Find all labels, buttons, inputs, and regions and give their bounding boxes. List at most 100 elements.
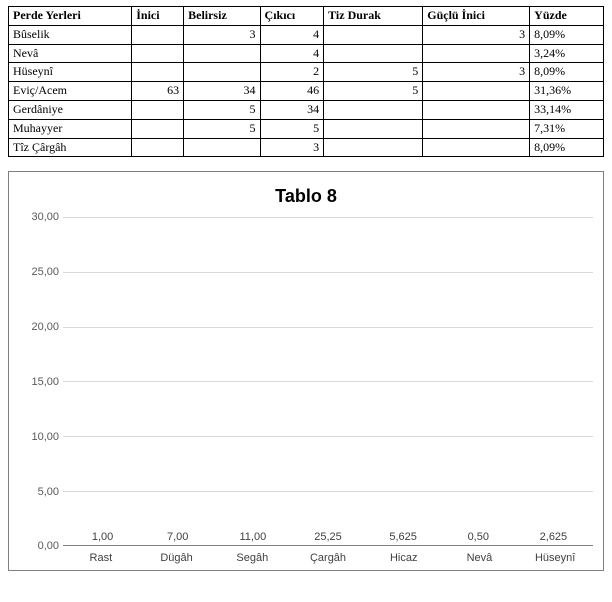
col-header: Çıkıcı <box>260 7 324 26</box>
table-cell: 46 <box>260 82 324 101</box>
table-cell: 3 <box>423 63 530 82</box>
table-cell: Hüseynî <box>9 63 132 82</box>
bar-value-label: 2,625 <box>540 531 568 543</box>
y-tick-label: 5,00 <box>38 486 59 498</box>
bar-value-label: 11,00 <box>239 531 266 543</box>
table-cell: 33,14% <box>530 100 604 119</box>
x-tick-label: Nevâ <box>442 552 518 564</box>
table-cell: 3 <box>260 138 324 157</box>
bar-value-label: 0,50 <box>468 531 489 543</box>
table-cell <box>324 138 423 157</box>
table-cell: 2 <box>260 63 324 82</box>
table-cell: 5 <box>324 82 423 101</box>
table-cell: 8,09% <box>530 138 604 157</box>
table-body: Bûselik3438,09%Nevâ43,24%Hüseynî2538,09%… <box>9 25 604 157</box>
x-tick-label: Dügâh <box>139 552 215 564</box>
table-cell <box>423 100 530 119</box>
y-tick-label: 25,00 <box>31 266 59 278</box>
table-row: Nevâ 4 3,24% <box>9 44 604 63</box>
table-row: Gerdâniye 534 33,14% <box>9 100 604 119</box>
x-axis: RastDügâhSegâhÇargâhHicazNevâHüseynî <box>63 546 593 564</box>
table-cell: 3 <box>423 25 530 44</box>
table-cell: 34 <box>184 82 260 101</box>
table-cell: 5 <box>260 119 324 138</box>
bar-slot: 1,00 <box>65 531 140 545</box>
table-cell: 3 <box>184 25 260 44</box>
y-tick-label: 20,00 <box>31 321 59 333</box>
table-cell: 34 <box>260 100 324 119</box>
x-tick-label: Çargâh <box>290 552 366 564</box>
y-tick-label: 10,00 <box>31 431 59 443</box>
table-cell <box>324 100 423 119</box>
table-cell: 63 <box>132 82 184 101</box>
table-cell: 5 <box>184 119 260 138</box>
bar-value-label: 1,00 <box>92 531 113 543</box>
bar-slot: 2,625 <box>516 531 591 545</box>
bar-value-label: 7,00 <box>167 531 188 543</box>
table-cell: Muhayyer <box>9 119 132 138</box>
table-cell: Tîz Çârgâh <box>9 138 132 157</box>
x-tick-label: Rast <box>63 552 139 564</box>
table-row: Eviç/Acem6334465 31,36% <box>9 82 604 101</box>
table-cell <box>324 119 423 138</box>
col-header: İnici <box>132 7 184 26</box>
table-head: Perde Yerleri İnici Belirsiz Çıkıcı Tiz … <box>9 7 604 26</box>
table-cell <box>184 138 260 157</box>
table-cell <box>423 138 530 157</box>
bar-value-label: 25,25 <box>314 531 342 543</box>
plot-row: 0,005,0010,0015,0020,0025,0030,00 1,007,… <box>19 217 593 546</box>
chart-card: Tablo 8 0,00 5,00 10,00 15,00 20,00 25,00 30,0… <box>8 171 604 571</box>
table-cell: Nevâ <box>9 44 132 63</box>
y-tick-label: 15,00 <box>31 376 59 388</box>
table-cell <box>132 25 184 44</box>
x-tick-label: Hicaz <box>366 552 442 564</box>
bar-slot: 0,50 <box>441 531 516 545</box>
bar-slot: 5,625 <box>366 531 441 545</box>
table-cell: 31,36% <box>530 82 604 101</box>
table-cell <box>132 44 184 63</box>
col-header: Perde Yerleri <box>9 7 132 26</box>
bar-slot: 7,00 <box>140 531 215 545</box>
table-cell: 5 <box>324 63 423 82</box>
table-cell: 7,31% <box>530 119 604 138</box>
table-cell <box>184 44 260 63</box>
table-cell: Gerdâniye <box>9 100 132 119</box>
table-row: Tîz Çârgâh 3 8,09% <box>9 138 604 157</box>
chart-title: Tablo 8 <box>19 186 593 207</box>
table-cell <box>132 63 184 82</box>
col-header: Güçlü İnici <box>423 7 530 26</box>
y-tick-label: 30,00 <box>31 211 59 223</box>
table-cell <box>423 82 530 101</box>
table-cell: 4 <box>260 25 324 44</box>
table-cell <box>132 138 184 157</box>
col-header: Belirsiz <box>184 7 260 26</box>
col-header: Yüzde <box>530 7 604 26</box>
table-row: Bûselik3438,09% <box>9 25 604 44</box>
table-cell <box>423 119 530 138</box>
table-cell <box>132 100 184 119</box>
table-cell: 3,24% <box>530 44 604 63</box>
table-cell: 5 <box>184 100 260 119</box>
table-cell <box>423 44 530 63</box>
table-cell: Eviç/Acem <box>9 82 132 101</box>
y-tick-label: 0,00 <box>38 540 59 552</box>
table-cell <box>184 63 260 82</box>
data-table: Perde Yerleri İnici Belirsiz Çıkıcı Tiz … <box>8 6 604 157</box>
table-cell: 8,09% <box>530 63 604 82</box>
bars-container: 1,00 7,00 11,00 25,25 5,625 0,50 2,625 <box>63 217 593 545</box>
bar-value-label: 5,625 <box>389 531 417 543</box>
bar-slot: 25,25 <box>290 531 365 545</box>
table-cell <box>324 25 423 44</box>
col-header: Tiz Durak <box>324 7 423 26</box>
bar-slot: 11,00 <box>215 531 290 545</box>
table-cell: 8,09% <box>530 25 604 44</box>
table-cell <box>132 119 184 138</box>
table-cell: 4 <box>260 44 324 63</box>
chart-body: 0,005,0010,0015,0020,0025,0030,00 1,007,… <box>19 217 593 564</box>
y-axis: 0,005,0010,0015,0020,0025,0030,00 <box>19 217 63 546</box>
x-tick-label: Hüseynî <box>517 552 593 564</box>
x-tick-label: Segâh <box>214 552 290 564</box>
table-row: Muhayyer 55 7,31% <box>9 119 604 138</box>
table-header-row: Perde Yerleri İnici Belirsiz Çıkıcı Tiz … <box>9 7 604 26</box>
plot-area: 1,00 7,00 11,00 25,25 5,625 0,50 2,625 <box>63 217 593 546</box>
